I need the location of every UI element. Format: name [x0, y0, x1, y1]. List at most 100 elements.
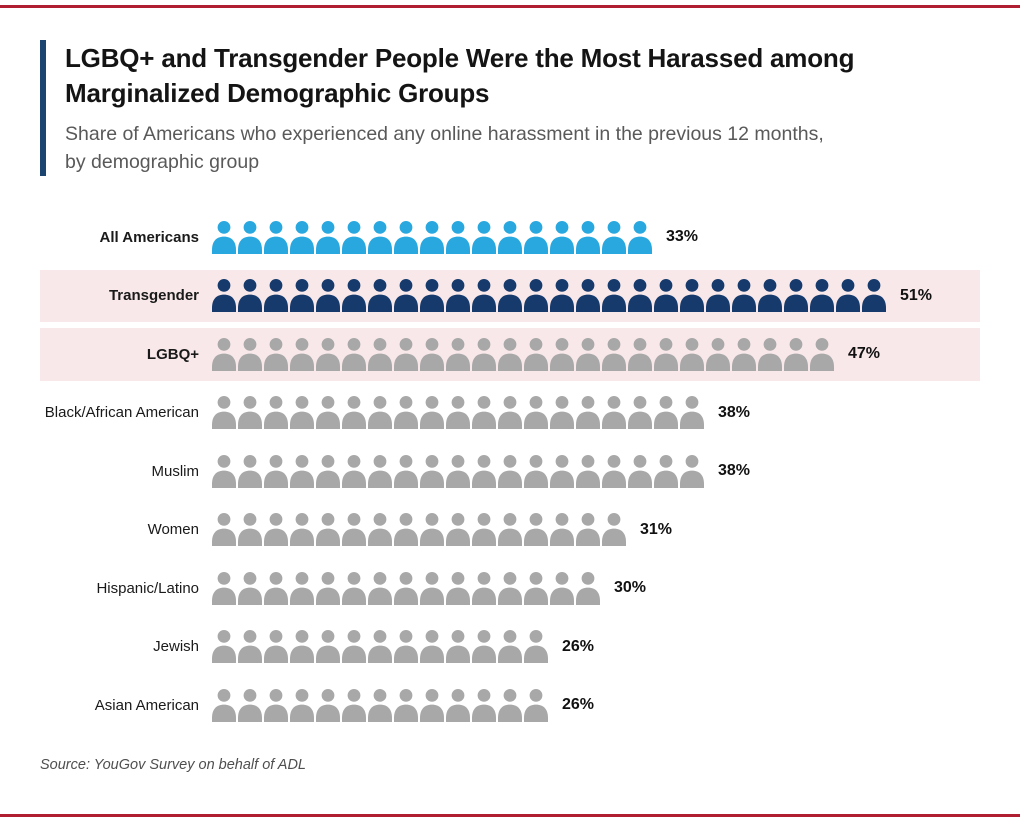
person-icon: [420, 688, 444, 722]
value-label: 30%: [614, 579, 647, 597]
person-icon: [290, 454, 314, 488]
person-icon: [368, 337, 392, 371]
icon-row: [212, 513, 626, 547]
icon-row: [212, 279, 886, 313]
person-icon: [368, 688, 392, 722]
icon-row: [212, 688, 548, 722]
chart-title-line2: Marginalized Demographic Groups: [65, 78, 490, 108]
person-icon: [576, 396, 600, 430]
value-label: 26%: [562, 696, 595, 714]
person-icon: [238, 396, 262, 430]
person-icon: [290, 513, 314, 547]
person-icon: [498, 513, 522, 547]
person-icon: [498, 337, 522, 371]
person-icon: [420, 279, 444, 313]
person-icon: [316, 454, 340, 488]
person-icon: [524, 220, 548, 254]
person-icon: [238, 279, 262, 313]
person-icon: [524, 454, 548, 488]
person-icon: [394, 220, 418, 254]
person-icon: [550, 513, 574, 547]
person-icon: [316, 630, 340, 664]
person-icon: [498, 688, 522, 722]
person-icon: [238, 337, 262, 371]
person-icon: [290, 688, 314, 722]
person-icon: [576, 220, 600, 254]
person-icon: [316, 688, 340, 722]
person-icon: [394, 279, 418, 313]
person-icon: [342, 337, 366, 371]
person-icon: [264, 337, 288, 371]
chart-row: Hispanic/Latino 30%: [40, 559, 980, 618]
person-icon: [446, 396, 470, 430]
person-icon: [290, 396, 314, 430]
person-icon: [342, 513, 366, 547]
person-icon: [420, 630, 444, 664]
person-icon: [368, 513, 392, 547]
chart-title: LGBQ+ and Transgender People Were the Mo…: [65, 41, 854, 111]
value-label: 33%: [666, 228, 699, 246]
person-icon: [342, 688, 366, 722]
pictogram-chart: All Americans 33% Transgender 51% LGBQ+ 47% Bl…: [40, 208, 980, 735]
person-icon: [758, 337, 782, 371]
chart-row: Black/African American 38%: [40, 384, 980, 443]
person-icon: [368, 630, 392, 664]
person-icon: [290, 630, 314, 664]
person-icon: [576, 513, 600, 547]
person-icon: [212, 337, 236, 371]
person-icon: [524, 571, 548, 605]
person-icon: [628, 454, 652, 488]
person-icon: [420, 220, 444, 254]
person-icon: [368, 220, 392, 254]
chart-row: Jewish 26%: [40, 618, 980, 677]
value-label: 51%: [900, 286, 933, 304]
person-icon: [212, 630, 236, 664]
person-icon: [680, 454, 704, 488]
person-icon: [342, 279, 366, 313]
person-icon: [264, 571, 288, 605]
value-label: 31%: [640, 520, 673, 538]
chart-title-line1: LGBQ+ and Transgender People Were the Mo…: [65, 43, 855, 73]
person-icon: [836, 279, 860, 313]
person-icon: [576, 571, 600, 605]
person-icon: [368, 279, 392, 313]
person-icon: [784, 279, 808, 313]
person-icon: [498, 454, 522, 488]
person-icon: [264, 396, 288, 430]
person-icon: [576, 279, 600, 313]
value-label: 26%: [562, 637, 595, 655]
row-label: All Americans: [99, 228, 200, 246]
person-icon: [446, 454, 470, 488]
person-icon: [316, 396, 340, 430]
person-icon: [420, 571, 444, 605]
row-label: Asian American: [94, 696, 199, 714]
icon-row: [212, 337, 834, 371]
person-icon: [602, 454, 626, 488]
person-icon: [810, 337, 834, 371]
person-icon: [212, 279, 236, 313]
person-icon: [238, 571, 262, 605]
person-icon: [680, 279, 704, 313]
person-icon: [784, 337, 808, 371]
person-icon: [290, 337, 314, 371]
person-icon: [472, 571, 496, 605]
person-icon: [602, 513, 626, 547]
person-icon: [290, 571, 314, 605]
person-icon: [342, 630, 366, 664]
chart-row: Transgender 51%: [40, 267, 980, 326]
person-icon: [290, 279, 314, 313]
person-icon: [680, 396, 704, 430]
person-icon: [472, 279, 496, 313]
person-icon: [238, 688, 262, 722]
person-icon: [212, 688, 236, 722]
person-icon: [368, 571, 392, 605]
person-icon: [472, 337, 496, 371]
person-icon: [368, 396, 392, 430]
person-icon: [654, 337, 678, 371]
person-icon: [264, 513, 288, 547]
chart-row: LGBQ+ 47%: [40, 325, 980, 384]
person-icon: [316, 337, 340, 371]
icon-row: [212, 630, 548, 664]
person-icon: [212, 454, 236, 488]
person-icon: [264, 279, 288, 313]
